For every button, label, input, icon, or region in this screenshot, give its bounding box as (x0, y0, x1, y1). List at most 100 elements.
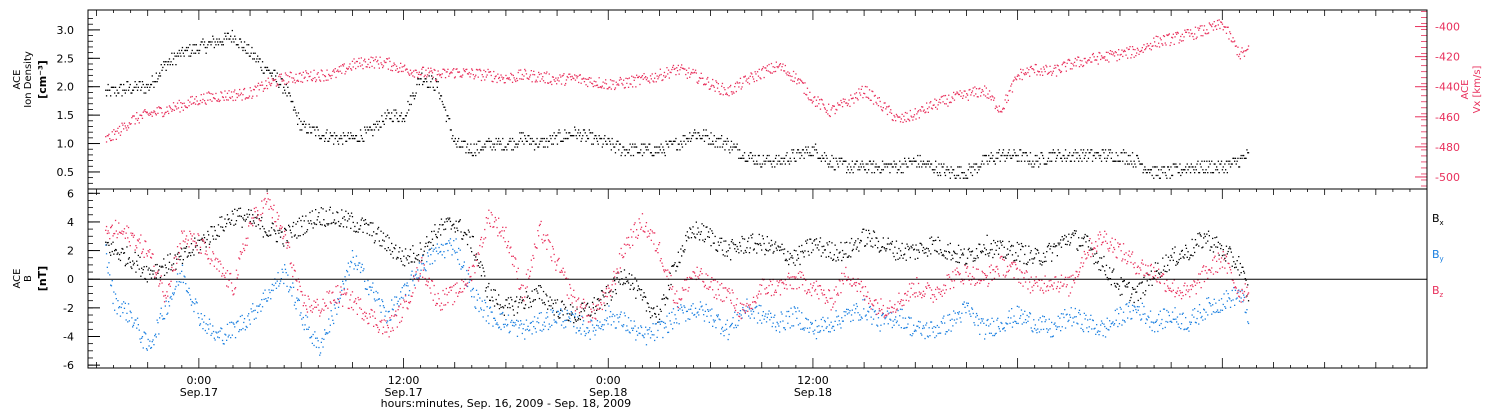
data-point (1017, 161, 1018, 162)
data-point (243, 219, 244, 220)
data-point (177, 103, 178, 104)
data-point (782, 158, 783, 159)
data-point (1044, 69, 1045, 70)
data-point (650, 337, 651, 338)
data-point (544, 138, 545, 139)
data-point (202, 238, 203, 239)
data-point (763, 66, 764, 67)
data-point (279, 230, 280, 231)
data-point (142, 272, 143, 273)
data-point (265, 80, 266, 81)
data-point (827, 113, 828, 114)
data-point (1159, 274, 1160, 275)
data-point (545, 326, 546, 327)
data-point (1107, 52, 1108, 53)
data-point (988, 155, 989, 156)
data-point (664, 327, 665, 328)
data-point (326, 223, 327, 224)
data-point (922, 163, 923, 164)
data-point (647, 77, 648, 78)
data-point (594, 313, 595, 314)
data-point (210, 41, 211, 42)
data-point (610, 79, 611, 80)
data-point (358, 265, 359, 266)
data-point (301, 74, 302, 75)
data-point (877, 247, 878, 248)
data-point (222, 227, 223, 228)
data-point (636, 146, 637, 147)
data-point (485, 290, 486, 291)
data-point (901, 118, 902, 119)
data-point (949, 252, 950, 253)
data-point (126, 127, 127, 128)
data-point (355, 265, 356, 266)
top-ylabel-line: ACE (12, 70, 23, 90)
data-point (120, 135, 121, 136)
data-point (987, 97, 988, 98)
data-point (1016, 155, 1017, 156)
data-point (1232, 37, 1233, 38)
data-point (276, 288, 277, 289)
data-point (709, 138, 710, 139)
data-point (749, 83, 750, 84)
data-point (542, 302, 543, 303)
data-point (1239, 54, 1240, 55)
data-point (618, 321, 619, 322)
data-point (481, 80, 482, 81)
data-point (168, 268, 169, 269)
data-point (125, 125, 126, 126)
data-point (962, 172, 963, 173)
data-point (702, 240, 703, 241)
data-point (1225, 169, 1226, 170)
data-point (1053, 246, 1054, 247)
data-point (923, 247, 924, 248)
data-point (407, 282, 408, 283)
data-point (1040, 68, 1041, 69)
data-point (961, 254, 962, 255)
data-point (1197, 161, 1198, 162)
data-point (762, 235, 763, 236)
data-point (423, 67, 424, 68)
data-point (179, 111, 180, 112)
data-point (575, 80, 576, 81)
data-point (188, 288, 189, 289)
data-point (634, 144, 635, 145)
data-point (376, 61, 377, 62)
data-point (518, 141, 519, 142)
data-point (362, 64, 363, 65)
data-point (734, 86, 735, 87)
data-point (238, 95, 239, 96)
data-point (130, 123, 131, 124)
data-point (471, 296, 472, 297)
data-point (331, 310, 332, 311)
data-point (496, 138, 497, 139)
data-point (1223, 172, 1224, 173)
data-point (1108, 149, 1109, 150)
data-point (978, 96, 979, 97)
data-point (484, 300, 485, 301)
data-point (727, 256, 728, 257)
data-point (414, 285, 415, 286)
data-point (1134, 57, 1135, 58)
data-point (350, 132, 351, 133)
data-point (113, 254, 114, 255)
data-point (733, 93, 734, 94)
data-point (1234, 40, 1235, 41)
data-point (645, 297, 646, 298)
data-point (880, 106, 881, 107)
data-point (536, 331, 537, 332)
data-point (379, 298, 380, 299)
data-point (762, 68, 763, 69)
data-point (1154, 41, 1155, 42)
data-point (926, 163, 927, 164)
data-point (408, 295, 409, 296)
data-point (871, 238, 872, 239)
data-point (170, 64, 171, 65)
data-point (445, 77, 446, 78)
data-point (1120, 295, 1121, 296)
data-point (854, 242, 855, 243)
data-point (1127, 163, 1128, 164)
data-point (235, 224, 236, 225)
data-point (909, 248, 910, 249)
data-point (1027, 155, 1028, 156)
